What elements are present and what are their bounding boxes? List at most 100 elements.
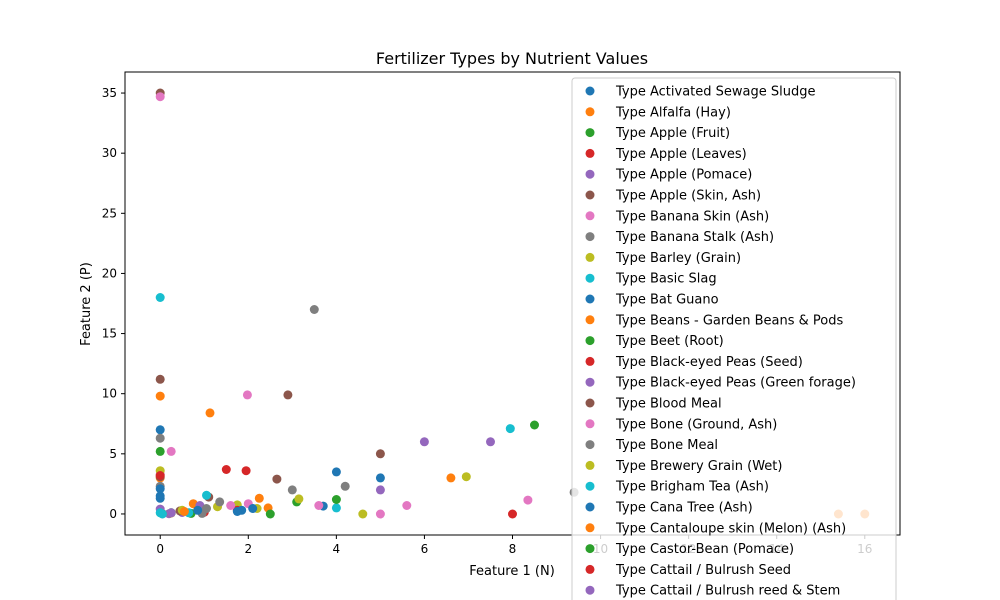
legend-label: Type Bat Guano [615, 293, 719, 308]
data-point [242, 390, 252, 400]
data-point [402, 501, 412, 510]
data-point [202, 490, 211, 500]
legend-label: Type Brewery Grain (Wet) [615, 459, 782, 474]
data-point [375, 473, 385, 483]
data-point [486, 437, 495, 447]
legend-label: Type Brigham Tea (Ash) [615, 480, 769, 495]
data-point [358, 509, 368, 519]
x-tick-label: 4 [333, 542, 341, 556]
legend-label: Type Cattail / Bulrush Seed [615, 563, 791, 578]
x-axis-label: Feature 1 (N) [469, 564, 555, 579]
data-point [179, 507, 189, 516]
data-point [157, 509, 167, 519]
y-tick-label: 15 [102, 327, 117, 341]
data-point [283, 390, 293, 400]
legend-label: Type Cantaloupe skin (Melon) (Ash) [615, 521, 846, 536]
data-point [375, 509, 385, 519]
data-point [309, 305, 319, 314]
legend-marker [585, 502, 595, 512]
y-tick-label: 35 [102, 86, 117, 100]
legend-marker [585, 585, 595, 595]
legend-box [571, 77, 897, 600]
legend-label: Type Apple (Leaves) [615, 147, 747, 162]
data-point [155, 471, 165, 480]
data-point [314, 501, 324, 510]
data-point [155, 446, 165, 456]
legend-marker [585, 294, 595, 304]
data-point [254, 493, 264, 503]
legend-label: Type Barley (Grain) [615, 251, 741, 266]
legend-label: Type Apple (Fruit) [615, 126, 730, 141]
data-point [215, 497, 225, 507]
data-point [508, 509, 517, 519]
legend-label: Type Cana Tree (Ash) [615, 501, 753, 516]
chart-title: Fertilizer Types by Nutrient Values [376, 49, 648, 68]
x-tick-label: 2 [244, 542, 252, 556]
legend-marker [585, 211, 595, 221]
data-point [232, 507, 242, 516]
data-point [461, 472, 471, 482]
legend-marker [585, 460, 595, 470]
legend-label: Type Bone Meal [615, 438, 718, 453]
legend-marker [585, 356, 595, 366]
y-axis-label: Feature 2 (P) [79, 262, 94, 346]
data-point [248, 504, 258, 513]
data-point [331, 495, 341, 504]
legend-label: Type Castor-Bean (Pomace) [615, 542, 794, 557]
data-point [155, 425, 165, 435]
legend-label: Type Black-eyed Peas (Green forage) [615, 376, 856, 391]
legend-marker [585, 419, 595, 429]
data-point [155, 484, 165, 494]
data-point [155, 293, 165, 302]
data-point [265, 509, 275, 519]
legend-label: Type Black-eyed Peas (Seed) [615, 355, 803, 370]
legend-marker [585, 523, 595, 533]
legend-marker [585, 148, 595, 158]
y-axis-ticks: 0 5 10 15 20 25 30 35 [102, 86, 125, 521]
y-tick-label: 10 [102, 387, 117, 401]
data-point [155, 374, 165, 384]
legend-label: Type Bone (Ground, Ash) [615, 417, 777, 432]
legend: Type Activated Sewage Sludge Type Alfalfa… [571, 77, 897, 600]
data-point [331, 503, 341, 513]
legend-label: Type Cattail / Bulrush reed & Stem [615, 584, 840, 599]
y-tick-label: 30 [102, 146, 117, 160]
data-point [166, 508, 176, 518]
legend-marker [585, 398, 595, 408]
y-tick-label: 25 [102, 206, 117, 220]
data-point [419, 437, 429, 447]
data-point [155, 391, 165, 401]
data-point [287, 485, 297, 495]
legend-marker [585, 481, 595, 491]
legend-marker [585, 564, 595, 574]
data-point [505, 424, 515, 434]
legend-marker [585, 169, 595, 179]
legend-marker [585, 232, 595, 242]
data-point [375, 449, 385, 459]
legend-marker [585, 252, 595, 262]
legend-marker [585, 190, 595, 200]
x-tick-label: 0 [156, 542, 164, 556]
data-point [375, 485, 385, 495]
y-tick-label: 5 [109, 447, 117, 461]
legend-marker [585, 336, 595, 346]
legend-marker [585, 107, 595, 117]
data-point [193, 505, 203, 515]
data-point [166, 446, 176, 456]
legend-label: Type Banana Stalk (Ash) [615, 230, 774, 245]
data-point [331, 467, 341, 477]
legend-marker [585, 128, 595, 138]
legend-marker [585, 86, 595, 96]
data-point [340, 481, 350, 491]
legend-label: Type Apple (Skin, Ash) [615, 189, 761, 204]
legend-marker [585, 315, 595, 325]
data-point [155, 433, 165, 443]
x-tick-label: 8 [509, 542, 517, 556]
data-point [226, 501, 236, 510]
data-point [155, 92, 165, 102]
legend-label: Type Banana Skin (Ash) [615, 209, 769, 224]
legend-label: Type Beans - Garden Beans & Pods [615, 313, 843, 328]
legend-label: Type Activated Sewage Sludge [615, 85, 816, 100]
y-tick-label: 0 [109, 507, 117, 521]
